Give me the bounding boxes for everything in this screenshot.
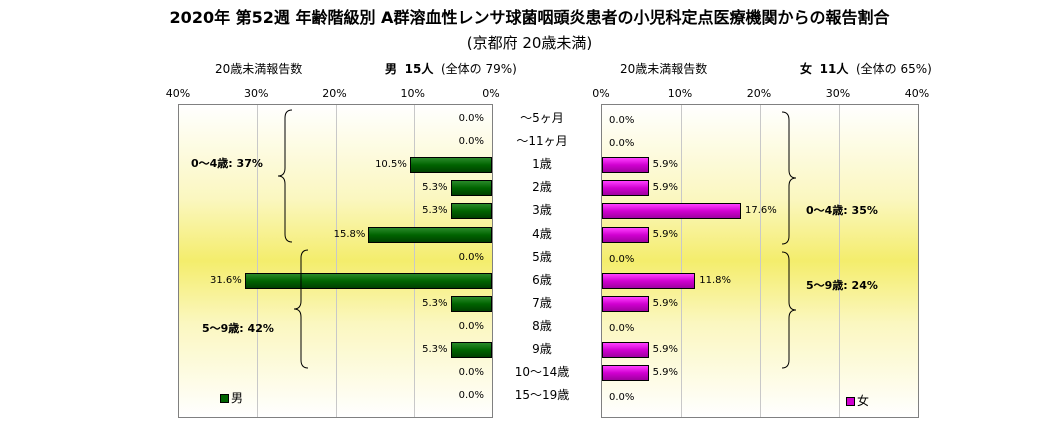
age-label: 15～19歳 [514, 388, 570, 403]
male-gridline [335, 105, 337, 417]
male-value-label: 31.6% [209, 274, 242, 286]
male-0-4-group-label: 0～4歳: 37% [191, 157, 263, 170]
female-bar [602, 295, 649, 312]
female-legend-label: 女 [857, 394, 870, 408]
male-0-4-brace [277, 109, 293, 243]
age-label: 8歳 [532, 318, 552, 333]
female-5-9-brace [781, 251, 797, 369]
age-label: 6歳 [532, 272, 552, 287]
female-value-label: 0.0% [609, 115, 635, 126]
age-label: 5歳 [532, 249, 552, 264]
male-value-label: 15.8% [333, 228, 366, 240]
female-tick-label: 40% [904, 87, 930, 100]
female-value-label: 5.9% [652, 297, 679, 309]
chart-title: 2020年 第52週 年齢階級別 A群溶血性レンサ球菌咽頭炎患者の小児科定点医療… [169, 8, 890, 27]
male-bar [409, 157, 492, 174]
female-tick-label: 20% [746, 87, 772, 100]
male-5-9-group-label: 5～9歳: 42% [202, 322, 274, 335]
female-gridline [681, 105, 682, 417]
female-value-label: 5.9% [652, 159, 679, 171]
female-gridline [839, 105, 840, 417]
age-label: 2歳 [532, 180, 552, 195]
age-label: ～11ヶ月 [516, 134, 568, 149]
male-count: 15人 [404, 62, 434, 76]
age-label: 3歳 [532, 203, 552, 218]
male-value-label: 0.0% [458, 136, 484, 148]
female-bar [602, 157, 649, 174]
age-label: 7歳 [532, 295, 552, 310]
male-plot-area: 0.0% 0.0% 10.5% 5.3% 5.3% 15.8% 0.0% 31.6% 5.3% 0… [178, 104, 493, 418]
male-bar [244, 272, 492, 289]
female-value-label: 5.9% [652, 344, 679, 355]
age-label: 10～14歳 [514, 365, 570, 380]
female-tick-label: 30% [825, 87, 851, 100]
female-gridline [760, 105, 761, 417]
chart-subtitle: (京都府 20歳未満) [466, 34, 593, 52]
male-value-label: 5.3% [422, 205, 448, 217]
female-value-label: 5.9% [652, 367, 679, 379]
female-bar [602, 180, 649, 197]
female-bar [602, 203, 742, 220]
female-plot-area: 0.0% 0.0% 5.9% 5.9% 17.6% 5.9% 0.0% 11.8% 5.9% 0.… [601, 104, 919, 418]
male-gridline [413, 105, 415, 417]
female-count: 11人 [819, 62, 849, 76]
age-label: 9歳 [532, 342, 552, 356]
male-bar [450, 180, 492, 197]
male-tick-label: 40% [165, 87, 191, 100]
female-value-label: 17.6% [745, 205, 777, 217]
male-bar [450, 203, 492, 220]
female-value-label: 11.8% [699, 274, 731, 286]
female-legend-swatch [846, 397, 855, 406]
female-bar [602, 272, 696, 289]
male-value-label: 0.0% [458, 320, 484, 332]
female-value-label: 0.0% [609, 138, 635, 150]
female-value-label: 0.0% [609, 253, 635, 265]
male-legend: 男 [220, 389, 243, 406]
male-sex-label: 男 [385, 62, 398, 76]
age-label: ～5ヶ月 [520, 111, 564, 125]
male-legend-label: 男 [231, 391, 244, 405]
female-bar [602, 342, 649, 358]
male-tick-label: 20% [322, 87, 347, 100]
female-0-4-brace [781, 111, 797, 245]
male-bar [450, 295, 492, 312]
female-tick-label: 10% [667, 87, 693, 100]
male-value-label: 0.0% [458, 251, 484, 263]
female-0-4-group-label: 0～4歳: 35% [806, 204, 878, 217]
male-bar [368, 226, 492, 243]
female-value-label: 5.9% [652, 228, 679, 240]
male-tick-label: 10% [400, 87, 425, 100]
male-share: (全体の 79%) [441, 62, 517, 76]
female-legend: 女 [846, 392, 869, 409]
female-sex-label: 女 [800, 62, 813, 76]
female-header: 女 11人 (全体の 65%) [800, 60, 932, 77]
male-value-label: 5.3% [422, 297, 448, 309]
male-value-label: 10.5% [375, 159, 407, 171]
female-bar [602, 226, 649, 243]
female-value-label: 0.0% [609, 392, 635, 404]
female-count-label: 20歳未満報告数 [620, 62, 708, 76]
female-share: (全体の 65%) [856, 62, 932, 76]
male-header: 男 15人 (全体の 79%) [385, 60, 517, 77]
age-label: 4歳 [532, 226, 552, 241]
male-value-label: 0.0% [458, 367, 484, 379]
male-bar [450, 342, 492, 358]
female-5-9-group-label: 5～9歳: 24% [806, 279, 878, 292]
age-label: 1歳 [532, 157, 552, 172]
male-5-9-brace [293, 249, 309, 369]
male-legend-swatch [220, 394, 229, 403]
female-tick-label: 0% [592, 87, 610, 100]
male-value-label: 0.0% [458, 390, 484, 402]
male-count-label: 20歳未満報告数 [215, 62, 303, 76]
male-value-label: 0.0% [458, 113, 484, 124]
female-bar [602, 365, 649, 382]
male-value-label: 5.3% [422, 344, 448, 355]
male-tick-label: 30% [244, 87, 269, 100]
male-gridline [257, 105, 259, 417]
male-value-label: 5.3% [422, 182, 448, 194]
male-tick-label: 0% [482, 87, 500, 100]
female-value-label: 0.0% [609, 322, 635, 334]
female-value-label: 5.9% [652, 182, 679, 194]
